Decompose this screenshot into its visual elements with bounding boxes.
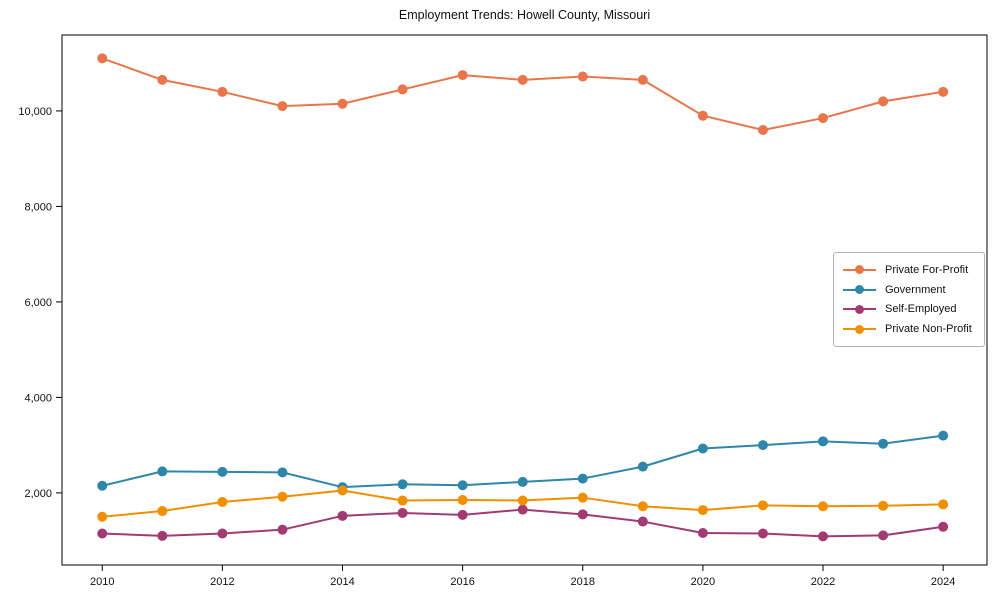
legend-label: Private For-Profit (885, 263, 969, 276)
data-point-government-2013 (277, 467, 288, 478)
data-point-self-employed-2013 (277, 524, 288, 535)
x-tick-label: 2022 (811, 576, 835, 588)
y-tick-label: 10,000 (18, 106, 52, 118)
data-point-private-non-profit-2010 (97, 511, 108, 522)
data-point-private-for-profit-2011 (157, 74, 168, 85)
plot-border (61, 34, 988, 566)
data-point-self-employed-2020 (697, 528, 708, 539)
data-point-private-non-profit-2016 (457, 495, 468, 506)
data-point-private-for-profit-2018 (577, 71, 588, 82)
data-point-private-non-profit-2017 (517, 495, 528, 506)
data-point-private-non-profit-2014 (337, 485, 348, 496)
data-point-self-employed-2017 (517, 504, 528, 515)
x-tick-label: 2018 (571, 576, 595, 588)
data-point-private-for-profit-2023 (878, 96, 889, 107)
x-tick-label: 2024 (931, 576, 955, 588)
legend-label: Private Non-Profit (885, 323, 972, 336)
data-point-self-employed-2021 (757, 528, 768, 539)
data-point-self-employed-2011 (157, 530, 168, 541)
data-point-government-2011 (157, 466, 168, 477)
data-point-government-2018 (577, 473, 588, 484)
legend-label: Self-Employed (885, 303, 957, 316)
data-point-private-non-profit-2020 (697, 505, 708, 516)
data-point-private-for-profit-2010 (97, 53, 108, 64)
data-point-private-for-profit-2024 (938, 86, 949, 97)
data-point-self-employed-2015 (397, 507, 408, 518)
data-point-self-employed-2019 (637, 516, 648, 527)
data-point-government-2022 (818, 436, 829, 447)
legend: Private For-Profit Government Self-Employe… (833, 252, 985, 347)
data-point-private-for-profit-2020 (697, 110, 708, 121)
data-point-government-2020 (697, 443, 708, 454)
legend-item-self-employed: Self-Employed (843, 300, 976, 320)
legend-item-government: Government (843, 280, 976, 300)
data-point-self-employed-2012 (217, 528, 228, 539)
chart-title: Employment Trends: Howell County, Missou… (398, 8, 651, 22)
data-point-private-non-profit-2013 (277, 491, 288, 502)
legend-line-marker-icon (843, 265, 876, 275)
data-point-self-employed-2014 (337, 510, 348, 521)
legend-line-marker-icon (843, 285, 876, 295)
legend-line-marker-icon (843, 324, 876, 334)
y-tick-label: 4,000 (24, 392, 52, 404)
data-point-government-2019 (637, 461, 648, 472)
data-point-private-non-profit-2011 (157, 506, 168, 517)
data-point-private-non-profit-2022 (818, 501, 829, 512)
legend-line-marker-icon (843, 304, 876, 314)
data-point-private-for-profit-2015 (397, 84, 408, 95)
data-point-private-non-profit-2024 (938, 499, 949, 510)
data-point-government-2016 (457, 480, 468, 491)
data-point-self-employed-2024 (938, 521, 949, 532)
data-point-private-for-profit-2019 (637, 74, 648, 85)
data-point-government-2010 (97, 480, 108, 491)
data-point-private-for-profit-2014 (337, 98, 348, 109)
x-tick-label: 2014 (330, 576, 354, 588)
data-point-private-for-profit-2017 (517, 74, 528, 85)
legend-label: Government (885, 283, 946, 296)
y-tick-label: 2,000 (24, 488, 52, 500)
data-point-private-for-profit-2012 (217, 86, 228, 97)
data-point-government-2023 (878, 438, 889, 449)
data-point-private-non-profit-2023 (878, 500, 889, 511)
data-point-government-2024 (938, 430, 949, 441)
data-point-self-employed-2022 (818, 531, 829, 542)
series-line-private-for-profit (101, 57, 945, 132)
legend-item-private-for-profit: Private For-Profit (843, 260, 976, 280)
data-point-private-non-profit-2021 (757, 500, 768, 511)
data-point-private-non-profit-2019 (637, 501, 648, 512)
data-point-self-employed-2010 (97, 528, 108, 539)
data-point-private-non-profit-2018 (577, 492, 588, 503)
data-point-private-for-profit-2021 (757, 125, 768, 136)
data-point-government-2012 (217, 466, 228, 477)
x-tick-label: 2010 (90, 576, 114, 588)
data-point-private-for-profit-2016 (457, 70, 468, 81)
x-tick-label: 2016 (450, 576, 474, 588)
x-tick-label: 2012 (210, 576, 234, 588)
data-point-private-non-profit-2012 (217, 496, 228, 507)
data-point-government-2021 (757, 440, 768, 451)
data-point-private-for-profit-2022 (818, 113, 829, 124)
data-point-private-non-profit-2015 (397, 495, 408, 506)
data-point-government-2015 (397, 479, 408, 490)
y-tick-label: 6,000 (24, 297, 52, 309)
data-point-self-employed-2023 (878, 530, 889, 541)
data-point-self-employed-2016 (457, 509, 468, 520)
y-tick-label: 8,000 (24, 201, 52, 213)
data-point-government-2017 (517, 476, 528, 487)
legend-item-private-non-profit: Private Non-Profit (843, 319, 976, 339)
data-point-self-employed-2018 (577, 509, 588, 520)
x-tick-label: 2020 (691, 576, 715, 588)
data-point-private-for-profit-2013 (277, 101, 288, 112)
